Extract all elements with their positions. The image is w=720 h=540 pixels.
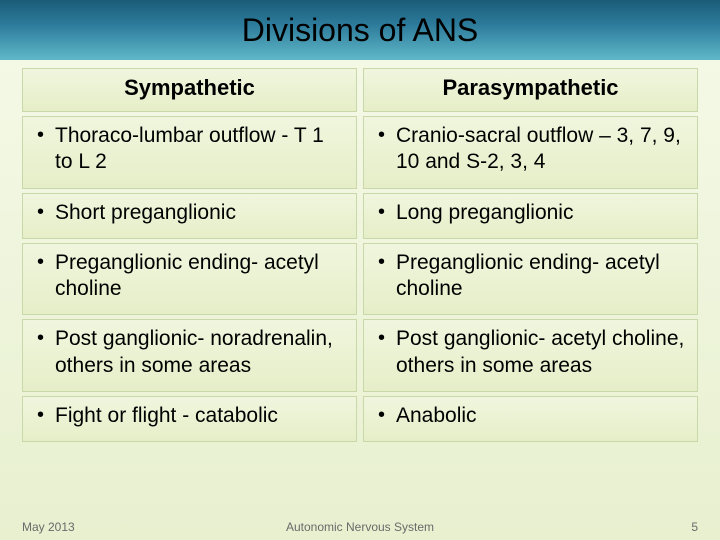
cell-right: Long preganglionic — [363, 193, 698, 239]
cell-right: Anabolic — [363, 396, 698, 442]
table-row: Fight or flight - catabolic Anabolic — [22, 396, 698, 442]
table-header-row: Sympathetic Parasympathetic — [22, 68, 698, 112]
footer-date: May 2013 — [22, 520, 75, 534]
cell-left: Preganglionic ending- acetyl choline — [22, 243, 357, 316]
bullet-text: Anabolic — [374, 403, 687, 429]
cell-right: Post ganglionic- acetyl choline, others … — [363, 319, 698, 392]
table-row: Post ganglionic- noradrenalin, others in… — [22, 319, 698, 392]
cell-left: Thoraco-lumbar outflow - T 1 to L 2 — [22, 116, 357, 189]
cell-left: Fight or flight - catabolic — [22, 396, 357, 442]
bullet-text: Short preganglionic — [33, 200, 346, 226]
footer: May 2013 Autonomic Nervous System 5 — [0, 520, 720, 534]
content-area: Sympathetic Parasympathetic Thoraco-lumb… — [0, 60, 720, 442]
bullet-text: Cranio-sacral outflow – 3, 7, 9, 10 and … — [374, 123, 687, 176]
bullet-text: Long preganglionic — [374, 200, 687, 226]
cell-right: Preganglionic ending- acetyl choline — [363, 243, 698, 316]
table-row: Short preganglionic Long preganglionic — [22, 193, 698, 239]
bullet-text: Post ganglionic- noradrenalin, others in… — [33, 326, 346, 379]
column-header-right: Parasympathetic — [363, 68, 698, 112]
table-row: Thoraco-lumbar outflow - T 1 to L 2 Cran… — [22, 116, 698, 189]
bullet-text: Fight or flight - catabolic — [33, 403, 346, 429]
cell-right: Cranio-sacral outflow – 3, 7, 9, 10 and … — [363, 116, 698, 189]
slide-number: 5 — [691, 520, 698, 534]
bullet-text: Post ganglionic- acetyl choline, others … — [374, 326, 687, 379]
title-bar: Divisions of ANS — [0, 0, 720, 60]
bullet-text: Preganglionic ending- acetyl choline — [374, 250, 687, 303]
footer-title: Autonomic Nervous System — [286, 520, 434, 534]
column-header-left: Sympathetic — [22, 68, 357, 112]
slide-title: Divisions of ANS — [242, 12, 479, 49]
table-row: Preganglionic ending- acetyl choline Pre… — [22, 243, 698, 316]
cell-left: Short preganglionic — [22, 193, 357, 239]
cell-left: Post ganglionic- noradrenalin, others in… — [22, 319, 357, 392]
bullet-text: Preganglionic ending- acetyl choline — [33, 250, 346, 303]
bullet-text: Thoraco-lumbar outflow - T 1 to L 2 — [33, 123, 346, 176]
